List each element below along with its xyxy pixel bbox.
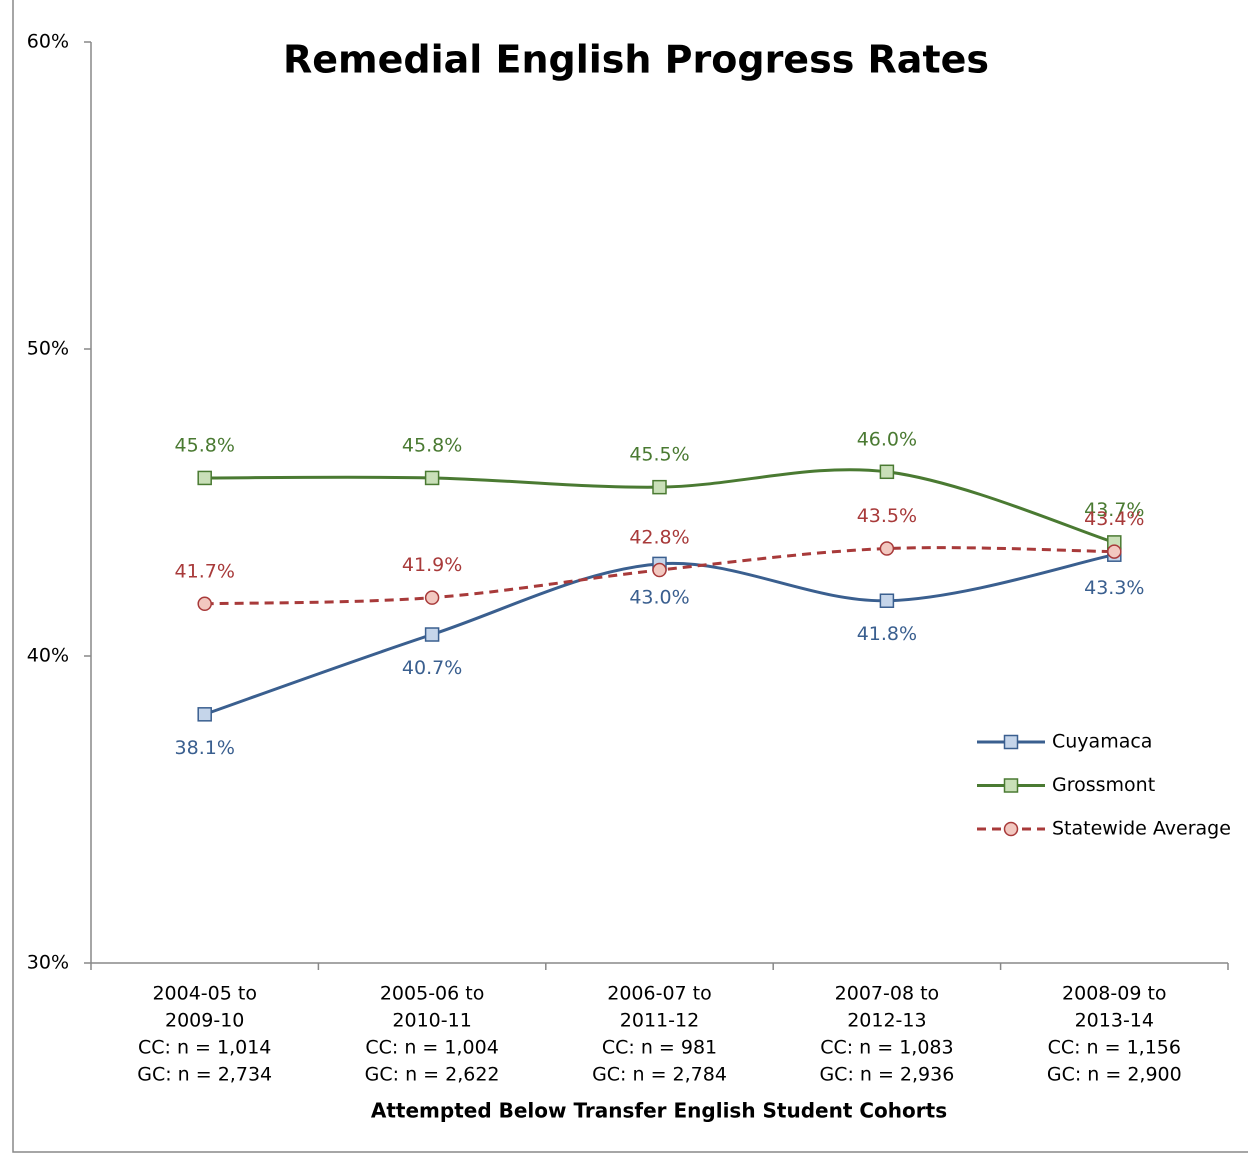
data-label: 42.8% xyxy=(629,527,689,549)
data-label: 43.4% xyxy=(1084,508,1144,530)
x-tick-label: 2004-05 to xyxy=(152,983,257,1005)
point xyxy=(424,627,440,642)
x-tick-label: 2009-10 xyxy=(165,1010,244,1032)
x-tick-label: 2006-07 to xyxy=(607,983,712,1005)
series-line xyxy=(204,553,1115,716)
legend-label: Grossmont xyxy=(1052,774,1155,796)
legend-label: Cuyamaca xyxy=(1052,731,1152,753)
x-tick-label: GC: n = 2,784 xyxy=(592,1064,727,1086)
data-label: 45.5% xyxy=(629,444,689,466)
x-tick-label: 2013-14 xyxy=(1075,1010,1154,1032)
x-tick-label: CC: n = 1,004 xyxy=(365,1037,498,1059)
y-tick-label: 50% xyxy=(27,338,69,360)
x-tick-label: GC: n = 2,734 xyxy=(137,1064,272,1086)
point xyxy=(652,562,667,578)
point xyxy=(197,707,212,722)
y-tick-label: 40% xyxy=(27,645,69,667)
x-tick-label: CC: n = 1,156 xyxy=(1048,1037,1181,1059)
x-tick-label: GC: n = 2,936 xyxy=(819,1064,954,1086)
point xyxy=(197,596,212,612)
y-tick-label: 30% xyxy=(27,952,69,974)
data-label: 43.0% xyxy=(629,586,689,608)
data-label: 41.7% xyxy=(175,560,235,582)
point xyxy=(879,541,895,556)
x-axis-title: Attempted Below Transfer English Student… xyxy=(371,1099,947,1123)
legend-marker xyxy=(1003,778,1019,793)
x-tick-label: GC: n = 2,622 xyxy=(365,1064,500,1086)
x-tick-label: 2010-11 xyxy=(392,1010,471,1032)
x-tick-label: 2011-12 xyxy=(620,1010,699,1032)
data-label: 40.7% xyxy=(402,657,462,679)
data-label: 43.7% xyxy=(1084,499,1144,521)
x-tick-label: 2005-06 to xyxy=(380,983,485,1005)
frame xyxy=(12,0,1248,1153)
x-tick-label: CC: n = 1,083 xyxy=(820,1037,953,1059)
point xyxy=(879,464,895,480)
x-tick-label: 2012-13 xyxy=(847,1010,926,1032)
data-label: 46.0% xyxy=(857,428,917,450)
legend-marker xyxy=(1003,734,1019,750)
point xyxy=(1107,544,1122,559)
data-label: 43.3% xyxy=(1084,577,1144,599)
x-tick-label: 2007-08 to xyxy=(835,983,940,1005)
data-label: 38.1% xyxy=(175,737,235,759)
point xyxy=(424,590,440,605)
chart-title: Remedial English Progress Rates xyxy=(283,38,989,82)
x-tick-label: CC: n = 981 xyxy=(602,1037,717,1059)
data-label: 41.9% xyxy=(402,554,462,576)
data-label: 43.5% xyxy=(857,505,917,527)
point xyxy=(424,470,440,486)
x-tick-label: CC: n = 1,014 xyxy=(138,1037,271,1059)
y-tick-label: 60% xyxy=(27,31,69,53)
data-label: 45.8% xyxy=(175,434,235,456)
x-tick-label: 2008-09 to xyxy=(1062,983,1167,1005)
point xyxy=(879,593,895,608)
legend-marker xyxy=(1003,821,1019,837)
legend-label: Statewide Average xyxy=(1052,818,1231,840)
data-label: 45.8% xyxy=(402,434,462,456)
data-label: 41.8% xyxy=(857,623,917,645)
point xyxy=(197,470,212,486)
x-tick-label: GC: n = 2,900 xyxy=(1047,1064,1182,1086)
point xyxy=(652,479,667,495)
